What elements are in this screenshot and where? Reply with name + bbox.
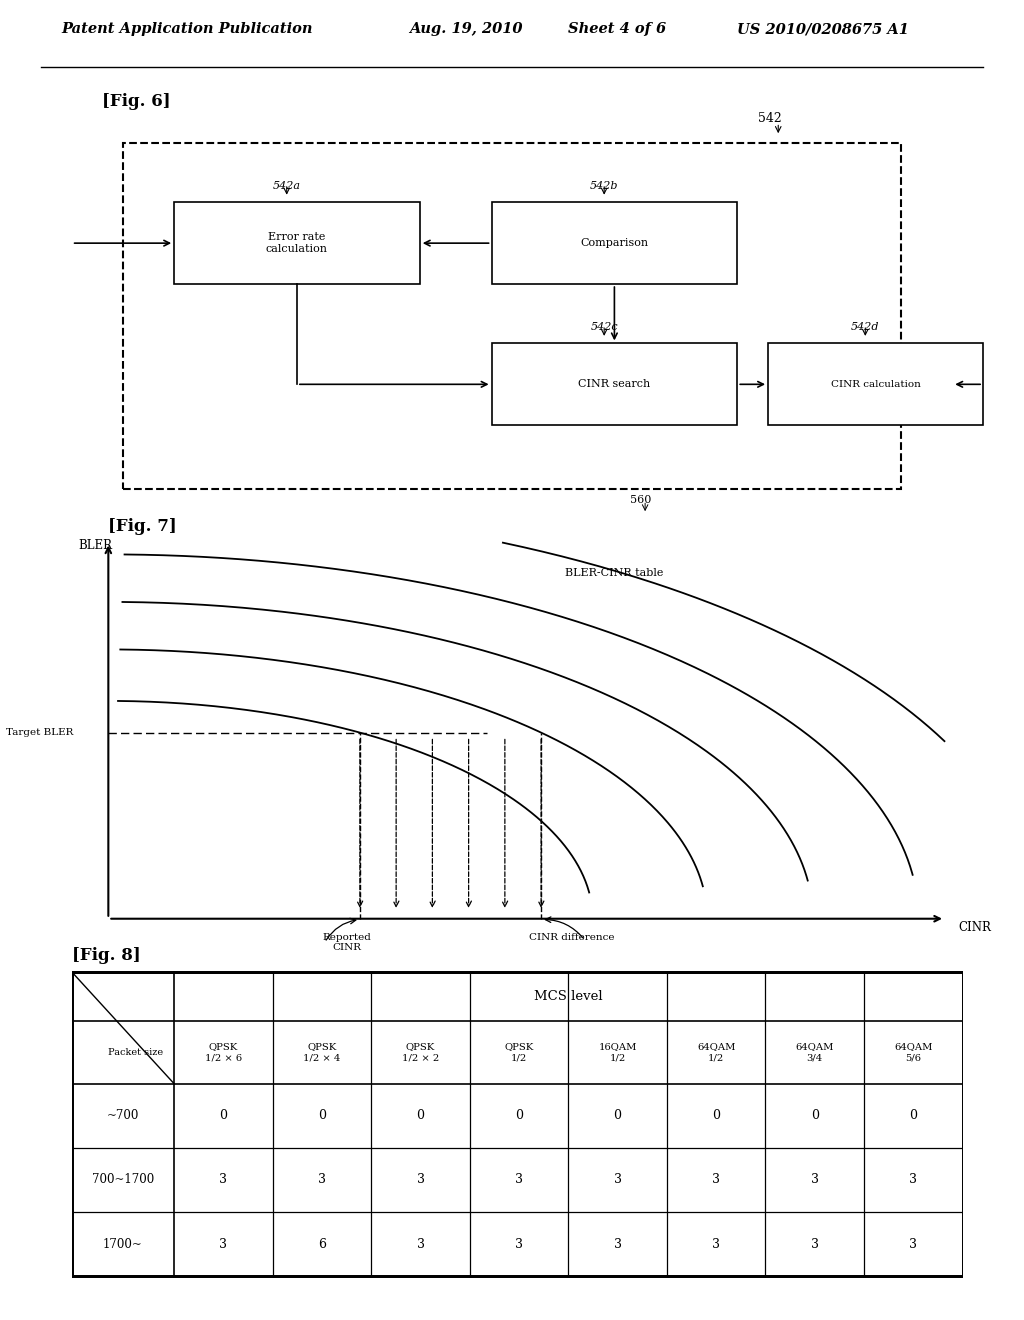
Bar <box>492 202 737 284</box>
Text: QPSK
1/2 × 6: QPSK 1/2 × 6 <box>205 1041 242 1063</box>
Text: 542b: 542b <box>590 181 618 191</box>
Text: CINR calculation: CINR calculation <box>830 380 921 389</box>
Bar <box>72 972 963 1276</box>
Text: 3: 3 <box>318 1173 326 1187</box>
Text: 0: 0 <box>909 1109 918 1122</box>
Text: 542c: 542c <box>591 322 617 331</box>
Text: 6: 6 <box>318 1238 326 1250</box>
Text: 542: 542 <box>758 112 781 125</box>
Text: ~700: ~700 <box>106 1109 139 1122</box>
Text: Reported
CINR: Reported CINR <box>323 932 371 952</box>
Text: 3: 3 <box>909 1238 918 1250</box>
Text: QPSK
1/2 × 2: QPSK 1/2 × 2 <box>401 1041 439 1063</box>
Text: 64QAM
5/6: 64QAM 5/6 <box>894 1041 933 1063</box>
Text: 3: 3 <box>417 1238 425 1250</box>
Text: 3: 3 <box>417 1173 425 1187</box>
Text: 3: 3 <box>515 1173 523 1187</box>
Text: 0: 0 <box>613 1109 622 1122</box>
Text: Sheet 4 of 6: Sheet 4 of 6 <box>568 22 667 36</box>
Text: BLER-CINR table: BLER-CINR table <box>565 569 664 578</box>
Text: 700~1700: 700~1700 <box>92 1173 154 1187</box>
Text: 0: 0 <box>318 1109 326 1122</box>
Text: 0: 0 <box>515 1109 523 1122</box>
Bar <box>72 972 963 1276</box>
Text: Error rate
calculation: Error rate calculation <box>266 232 328 253</box>
Text: 0: 0 <box>417 1109 425 1122</box>
Text: 3: 3 <box>811 1238 819 1250</box>
Text: 3: 3 <box>219 1173 227 1187</box>
Text: MCS level: MCS level <box>535 990 603 1003</box>
Text: 3: 3 <box>219 1238 227 1250</box>
Text: 542a: 542a <box>272 181 301 191</box>
Text: QPSK
1/2: QPSK 1/2 <box>505 1041 534 1063</box>
Bar <box>174 202 420 284</box>
Text: 0: 0 <box>712 1109 720 1122</box>
Text: Target BLER: Target BLER <box>6 729 73 737</box>
Text: 3: 3 <box>909 1173 918 1187</box>
Text: 0: 0 <box>219 1109 227 1122</box>
Text: BLER: BLER <box>78 539 113 552</box>
Text: 3: 3 <box>712 1238 720 1250</box>
Text: 64QAM
1/2: 64QAM 1/2 <box>697 1041 735 1063</box>
Text: [Fig. 7]: [Fig. 7] <box>108 517 176 535</box>
Text: 64QAM
3/4: 64QAM 3/4 <box>796 1041 834 1063</box>
Text: [Fig. 6]: [Fig. 6] <box>102 92 171 110</box>
Text: Aug. 19, 2010: Aug. 19, 2010 <box>410 22 523 36</box>
Text: CINR difference: CINR difference <box>529 932 614 941</box>
Text: 3: 3 <box>515 1238 523 1250</box>
Text: Packet size: Packet size <box>108 1048 163 1057</box>
Text: QPSK
1/2 × 4: QPSK 1/2 × 4 <box>303 1041 341 1063</box>
Bar <box>768 343 983 425</box>
Text: 16QAM
1/2: 16QAM 1/2 <box>598 1041 637 1063</box>
Text: CINR: CINR <box>958 921 991 933</box>
Text: US 2010/0208675 A1: US 2010/0208675 A1 <box>737 22 909 36</box>
Text: 3: 3 <box>613 1173 622 1187</box>
Bar <box>471 544 758 603</box>
Text: 3: 3 <box>712 1173 720 1187</box>
Text: CINR search: CINR search <box>579 379 650 389</box>
Text: [Fig. 8]: [Fig. 8] <box>72 948 140 965</box>
Text: 3: 3 <box>613 1238 622 1250</box>
Text: 3: 3 <box>811 1173 819 1187</box>
Bar <box>492 343 737 425</box>
Text: Patent Application Publication: Patent Application Publication <box>61 22 313 36</box>
Text: 542d: 542d <box>851 322 880 331</box>
Text: 1700~: 1700~ <box>103 1238 142 1250</box>
Text: Comparison: Comparison <box>581 238 648 248</box>
Text: 560: 560 <box>630 495 651 506</box>
Bar <box>123 143 901 490</box>
Text: 0: 0 <box>811 1109 819 1122</box>
